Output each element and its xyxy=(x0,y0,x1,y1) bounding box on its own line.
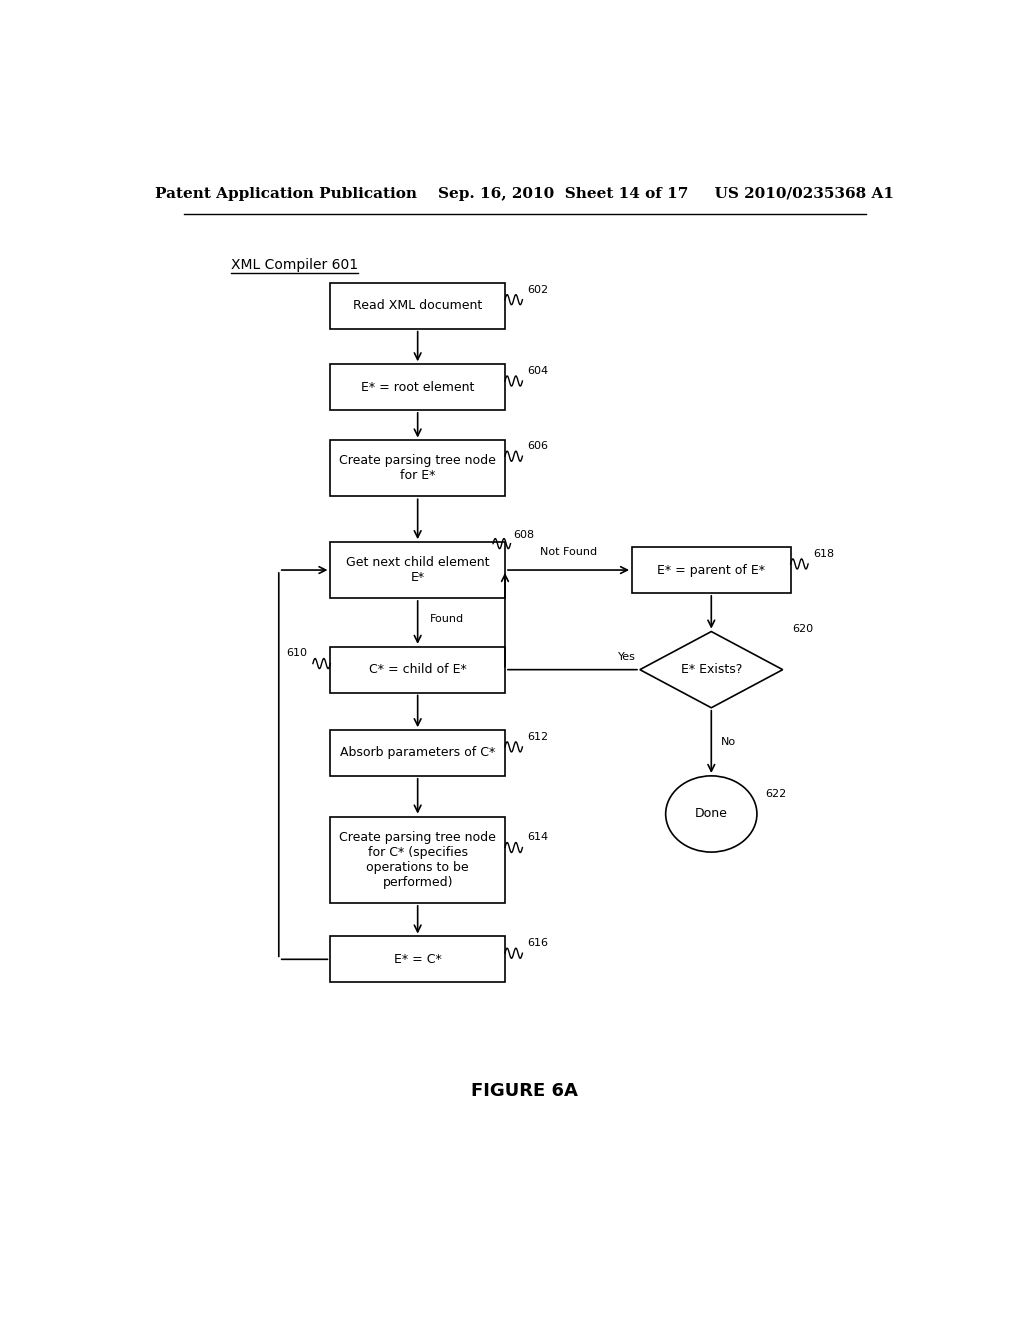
Polygon shape xyxy=(640,631,782,708)
Ellipse shape xyxy=(666,776,757,853)
Text: Create parsing tree node
for E*: Create parsing tree node for E* xyxy=(339,454,496,482)
FancyBboxPatch shape xyxy=(331,364,505,411)
Text: Absorb parameters of C*: Absorb parameters of C* xyxy=(340,747,496,759)
Text: 608: 608 xyxy=(513,531,535,540)
Text: Read XML document: Read XML document xyxy=(353,300,482,313)
Text: 610: 610 xyxy=(287,648,308,659)
Text: E* Exists?: E* Exists? xyxy=(681,663,742,676)
Text: Get next child element
E*: Get next child element E* xyxy=(346,556,489,583)
Text: Patent Application Publication    Sep. 16, 2010  Sheet 14 of 17     US 2010/0235: Patent Application Publication Sep. 16, … xyxy=(156,187,894,201)
Text: Create parsing tree node
for C* (specifies
operations to be
performed): Create parsing tree node for C* (specifi… xyxy=(339,830,496,888)
Text: XML Compiler 601: XML Compiler 601 xyxy=(231,259,358,272)
FancyBboxPatch shape xyxy=(331,730,505,776)
Text: FIGURE 6A: FIGURE 6A xyxy=(471,1082,579,1101)
Text: 612: 612 xyxy=(527,731,548,742)
Text: C* = child of E*: C* = child of E* xyxy=(369,663,467,676)
Text: 620: 620 xyxy=(793,624,813,634)
Text: E* = C*: E* = C* xyxy=(394,953,441,966)
FancyBboxPatch shape xyxy=(331,936,505,982)
Text: 622: 622 xyxy=(765,788,786,799)
Text: E* = parent of E*: E* = parent of E* xyxy=(657,564,765,577)
Text: 618: 618 xyxy=(813,549,834,558)
FancyBboxPatch shape xyxy=(632,548,791,593)
FancyBboxPatch shape xyxy=(331,647,505,693)
Text: No: No xyxy=(721,737,736,747)
Text: 606: 606 xyxy=(527,441,548,451)
Text: Found: Found xyxy=(430,614,465,624)
Text: Yes: Yes xyxy=(618,652,636,663)
Text: 614: 614 xyxy=(527,833,548,842)
Text: E* = root element: E* = root element xyxy=(361,380,474,393)
Text: Not Found: Not Found xyxy=(540,546,597,557)
Text: Done: Done xyxy=(695,808,728,821)
FancyBboxPatch shape xyxy=(331,441,505,496)
FancyBboxPatch shape xyxy=(331,543,505,598)
Text: 616: 616 xyxy=(527,939,548,948)
Text: 602: 602 xyxy=(527,285,548,294)
Text: 604: 604 xyxy=(527,366,548,376)
FancyBboxPatch shape xyxy=(331,282,505,329)
FancyBboxPatch shape xyxy=(331,817,505,903)
